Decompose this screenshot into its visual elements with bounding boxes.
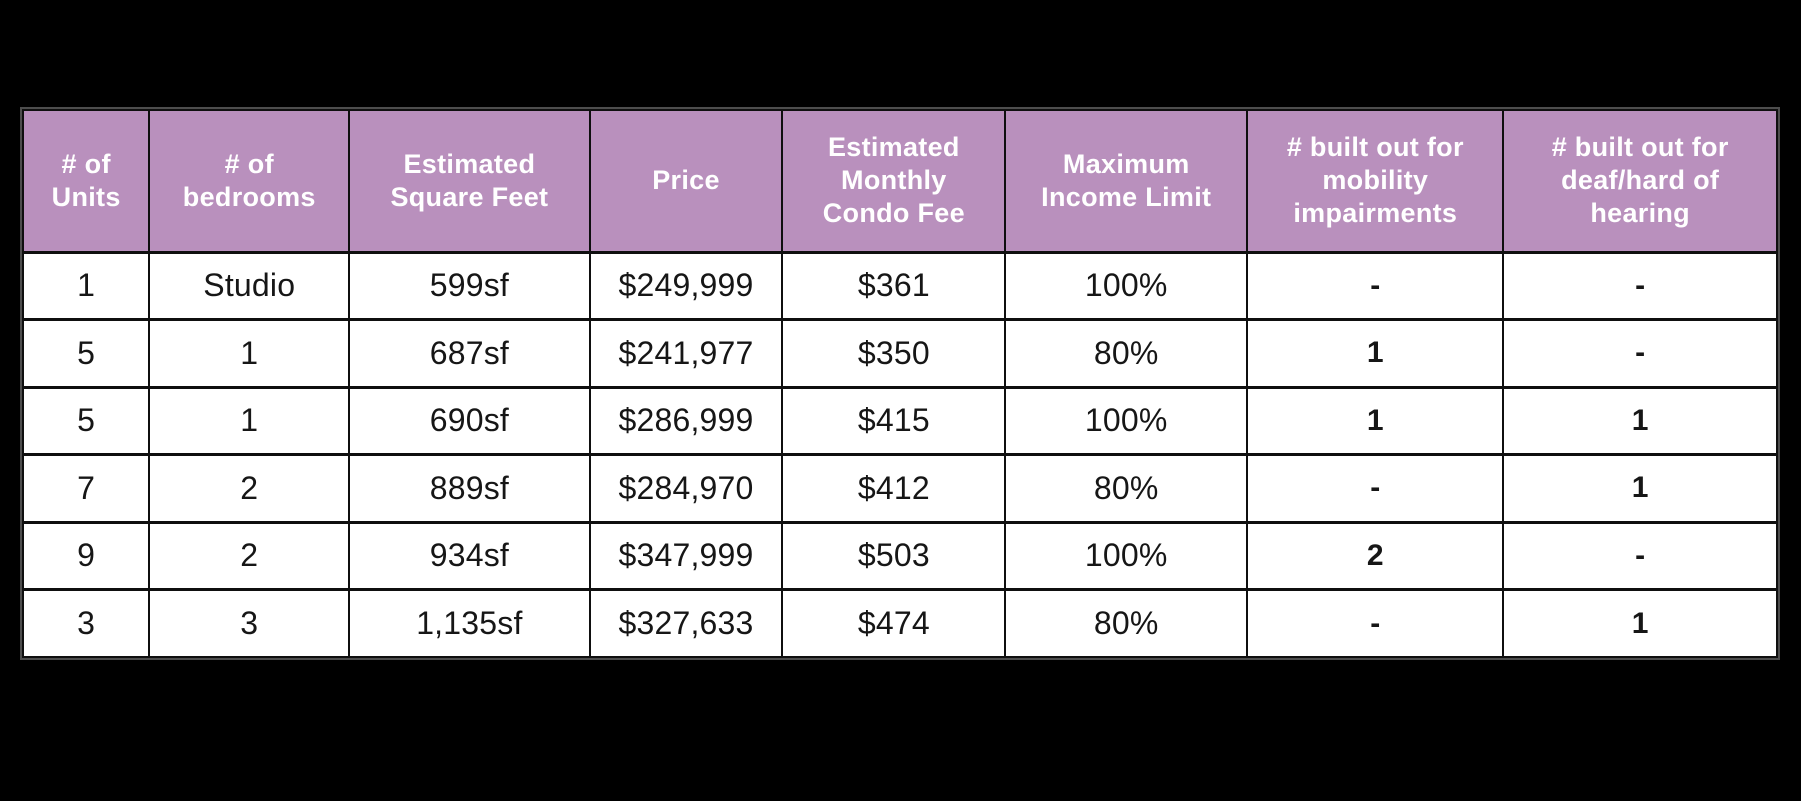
cell-units: 5: [21, 385, 151, 456]
cell-income-limit: 100%: [1004, 251, 1249, 321]
condo-units-pricing-table: # of Units # of bedrooms Estimated Squar…: [21, 109, 1778, 658]
table-row: 9 2 934sf $347,999 $503 100% 2 -: [21, 520, 1778, 591]
cell-units: 7: [21, 453, 151, 523]
column-header-mobility: # built out for mobility impairments: [1246, 109, 1505, 254]
cell-income-limit: 80%: [1004, 318, 1249, 388]
cell-price: $241,977: [588, 318, 784, 388]
cell-deaf-hard-of-hearing: 1: [1502, 453, 1778, 523]
column-header-condo-fee: Estimated Monthly Condo Fee: [781, 109, 1007, 254]
column-header-price: Price: [588, 109, 784, 254]
cell-bedrooms: 2: [148, 453, 351, 523]
cell-square-feet: 690sf: [348, 385, 591, 456]
table-row: 3 3 1,135sf $327,633 $474 80% - 1: [21, 588, 1778, 658]
cell-square-feet: 934sf: [348, 520, 591, 591]
cell-income-limit: 80%: [1004, 453, 1249, 523]
table-header: # of Units # of bedrooms Estimated Squar…: [21, 109, 1778, 254]
column-header-bedrooms: # of bedrooms: [148, 109, 351, 254]
table-body: 1 Studio 599sf $249,999 $361 100% - - 5 …: [21, 251, 1778, 658]
column-header-deaf-hard-of-hearing: # built out for deaf/hard of hearing: [1502, 109, 1778, 254]
cell-mobility: -: [1246, 588, 1505, 658]
cell-deaf-hard-of-hearing: -: [1502, 251, 1778, 321]
cell-deaf-hard-of-hearing: -: [1502, 318, 1778, 388]
column-header-income-limit: Maximum Income Limit: [1004, 109, 1249, 254]
cell-income-limit: 100%: [1004, 520, 1249, 591]
cell-condo-fee: $415: [781, 385, 1007, 456]
cell-condo-fee: $503: [781, 520, 1007, 591]
cell-income-limit: 80%: [1004, 588, 1249, 658]
cell-units: 9: [21, 520, 151, 591]
cell-bedrooms: 3: [148, 588, 351, 658]
header-row: # of Units # of bedrooms Estimated Squar…: [21, 109, 1778, 254]
table-row: 5 1 687sf $241,977 $350 80% 1 -: [21, 318, 1778, 388]
cell-bedrooms: 2: [148, 520, 351, 591]
cell-units: 5: [21, 318, 151, 388]
cell-bedrooms: 1: [148, 385, 351, 456]
cell-price: $286,999: [588, 385, 784, 456]
cell-units: 1: [21, 251, 151, 321]
cell-bedrooms: Studio: [148, 251, 351, 321]
cell-mobility: -: [1246, 453, 1505, 523]
cell-condo-fee: $412: [781, 453, 1007, 523]
cell-mobility: 1: [1246, 318, 1505, 388]
table-row: 7 2 889sf $284,970 $412 80% - 1: [21, 453, 1778, 523]
cell-condo-fee: $350: [781, 318, 1007, 388]
column-header-square-feet: Estimated Square Feet: [348, 109, 591, 254]
cell-mobility: 2: [1246, 520, 1505, 591]
cell-price: $284,970: [588, 453, 784, 523]
table-row: 5 1 690sf $286,999 $415 100% 1 1: [21, 385, 1778, 456]
cell-square-feet: 889sf: [348, 453, 591, 523]
table-container: # of Units # of bedrooms Estimated Squar…: [21, 109, 1778, 658]
cell-condo-fee: $361: [781, 251, 1007, 321]
cell-price: $327,633: [588, 588, 784, 658]
cell-deaf-hard-of-hearing: 1: [1502, 385, 1778, 456]
cell-square-feet: 1,135sf: [348, 588, 591, 658]
cell-units: 3: [21, 588, 151, 658]
table-row: 1 Studio 599sf $249,999 $361 100% - -: [21, 251, 1778, 321]
cell-price: $249,999: [588, 251, 784, 321]
cell-bedrooms: 1: [148, 318, 351, 388]
cell-income-limit: 100%: [1004, 385, 1249, 456]
cell-square-feet: 599sf: [348, 251, 591, 321]
cell-square-feet: 687sf: [348, 318, 591, 388]
cell-deaf-hard-of-hearing: -: [1502, 520, 1778, 591]
column-header-units: # of Units: [21, 109, 151, 254]
cell-condo-fee: $474: [781, 588, 1007, 658]
cell-mobility: 1: [1246, 385, 1505, 456]
cell-price: $347,999: [588, 520, 784, 591]
cell-mobility: -: [1246, 251, 1505, 321]
cell-deaf-hard-of-hearing: 1: [1502, 588, 1778, 658]
